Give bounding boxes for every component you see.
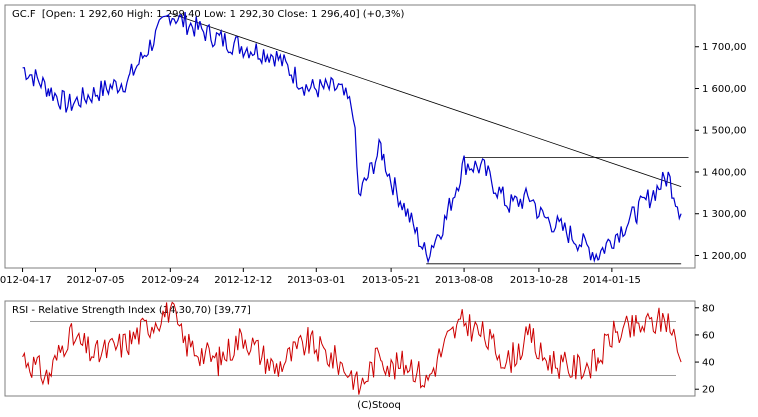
date-tick-label: 2013-05-21: [362, 275, 420, 286]
date-tick-label: 2012-09-24: [141, 275, 199, 286]
rsi-y-tick-label: 20: [702, 385, 715, 396]
date-tick-label: 2013-08-08: [435, 275, 493, 286]
price-y-tick-label: 1 600,00: [702, 84, 747, 95]
price-y-tick-label: 1 300,00: [702, 209, 747, 220]
rsi-y-tick-label: 60: [702, 330, 715, 341]
date-tick-label: 2013-10-28: [510, 275, 568, 286]
price-annotations: [170, 12, 689, 265]
price-series-line: [22, 12, 682, 264]
rsi-levels: [30, 320, 676, 377]
date-tick-label: 2012-12-12: [214, 275, 272, 286]
date-tick-label: 2013-03-01: [287, 275, 345, 286]
symbol-label: GC.F: [12, 9, 36, 20]
date-tick-label: 2012-07-05: [66, 275, 124, 286]
price-y-tick-label: 1 200,00: [702, 251, 747, 262]
price-y-tick-label: 1 500,00: [702, 126, 747, 137]
rsi-y-tick-label: 40: [702, 358, 715, 369]
price-y-tick-label: 1 400,00: [702, 167, 747, 178]
rsi-y-tick-label: 80: [702, 303, 715, 314]
date-axis: 2012-04-17 2012-07-05 2012-09-24 2012-12-12…: [0, 268, 641, 286]
price-y-tick-label: 1 700,00: [702, 42, 747, 53]
date-tick-label: 2012-04-17: [0, 275, 52, 286]
price-header: GC.F [Open: 1 292,60 High: 1 299,40 Low:…: [12, 9, 404, 20]
price-panel-frame: [4, 4, 696, 269]
price-axis: 1 200,00 1 300,00 1 400,00 1 500,00 1 600,00…: [695, 42, 747, 262]
ohlc-summary: [Open: 1 292,60 High: 1 299,40 Low: 1 29…: [42, 9, 405, 20]
footer-credit: (C)Stooq: [357, 400, 401, 411]
rsi-panel-frame: [4, 300, 696, 397]
rsi-axis: 20 40 60 80: [695, 303, 715, 396]
rsi-series-line: [22, 301, 682, 395]
date-tick-label: 2014-01-15: [583, 275, 641, 286]
rsi-label: RSI - Relative Strength Index (14,30,70)…: [12, 305, 251, 316]
